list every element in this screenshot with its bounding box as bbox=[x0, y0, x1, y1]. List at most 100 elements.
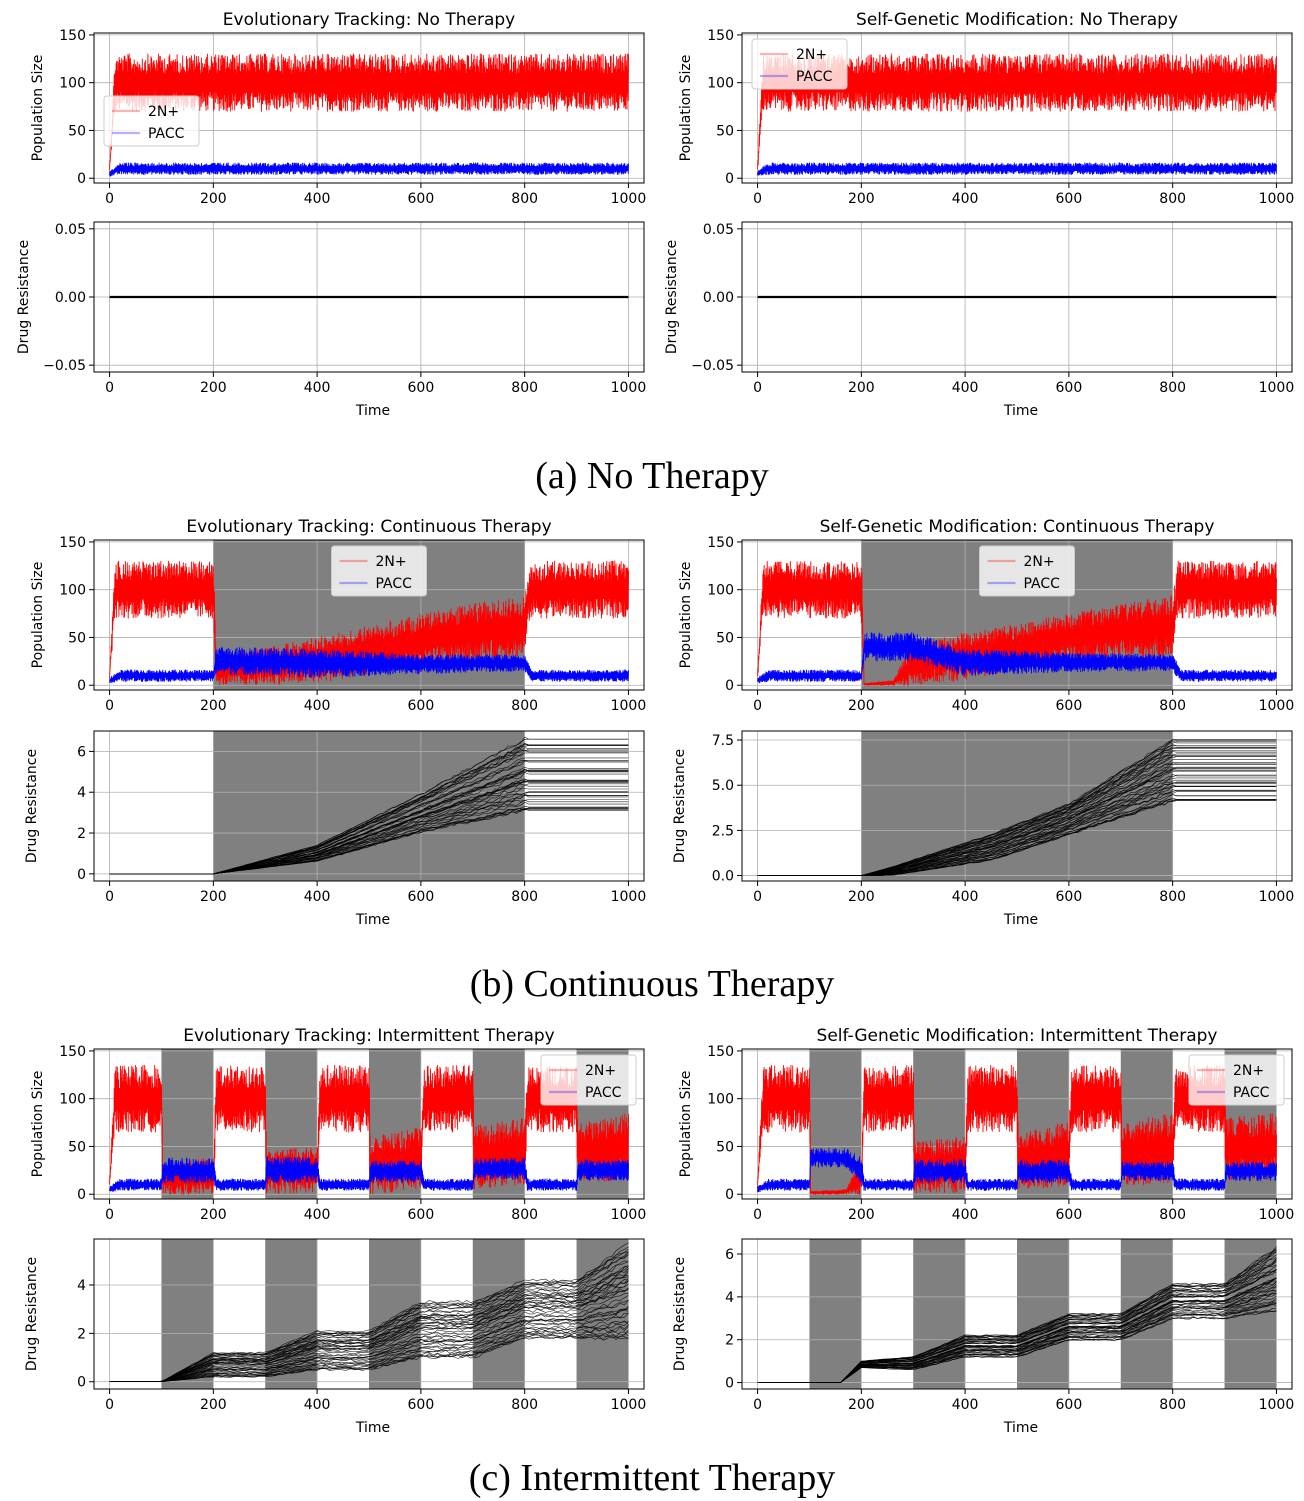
y-tick-label: 100 bbox=[59, 1092, 86, 1108]
axes-frame bbox=[93, 32, 645, 184]
y-tick-label: 0.05 bbox=[703, 222, 734, 238]
series-pacc-line bbox=[757, 162, 1277, 176]
y-tick-label: 2 bbox=[77, 1326, 86, 1342]
chart-b-left-pop: 0 200 400 600 800 1000 0 50 100 150 Evolutionary T… bbox=[30, 517, 646, 714]
chart-a-left-pop: 0 200 400 600 800 1000 0 50 100 150 Evolutionary T… bbox=[30, 10, 646, 207]
y-tick-label: 6 bbox=[77, 744, 86, 760]
x-tick-label: 400 bbox=[952, 380, 979, 396]
resistance-trajectory bbox=[109, 1331, 629, 1382]
resistance-trajectory bbox=[109, 1299, 629, 1382]
chart-a-right-res: 0 200 400 600 800 1000 −0.05 0.00 0.05 Drug Resis… bbox=[664, 221, 1294, 419]
x-tick-label: 400 bbox=[304, 1397, 331, 1413]
resistance-trajectory bbox=[109, 1283, 629, 1382]
chart-b-left-res: 0 200 400 600 800 1000 0 2 4 6 Drug Resistance Time bbox=[24, 730, 647, 928]
y-tick-label: 0.00 bbox=[703, 290, 734, 306]
y-tick-label: 0 bbox=[725, 678, 734, 694]
x-tick-label: 200 bbox=[200, 889, 227, 905]
x-tick-label: 200 bbox=[200, 1397, 227, 1413]
resistance-trajectory bbox=[109, 1307, 629, 1382]
y-tick-label: 50 bbox=[716, 630, 734, 646]
x-tick-label: 600 bbox=[408, 1397, 435, 1413]
resistance-lines bbox=[757, 1246, 1277, 1383]
plot-area bbox=[94, 1049, 644, 1199]
legend-label: 2N+ bbox=[148, 104, 179, 120]
x-tick-label: 800 bbox=[511, 191, 538, 207]
y-tick-label: 150 bbox=[59, 1044, 86, 1060]
x-tick-label: 400 bbox=[304, 1207, 331, 1223]
axes-frame bbox=[741, 539, 1293, 691]
y-tick-label: 0 bbox=[725, 1376, 734, 1392]
x-tick-label: 400 bbox=[952, 191, 979, 207]
y-tick-label: 0 bbox=[77, 171, 86, 187]
y-axis-label: Population Size bbox=[30, 562, 46, 669]
y-tick-label: 150 bbox=[59, 28, 86, 44]
resistance-trajectory bbox=[109, 738, 629, 875]
x-tick-label: 200 bbox=[848, 889, 875, 905]
x-tick-label: 0 bbox=[105, 889, 114, 905]
caption-b: (b) Continuous Therapy bbox=[470, 963, 834, 1005]
x-tick-label: 600 bbox=[408, 1207, 435, 1223]
chart-c-left-res: 0 200 400 600 800 1000 0 2 4 Drug Resistance Time bbox=[24, 1238, 646, 1436]
legend-box bbox=[103, 95, 200, 147]
resistance-lines bbox=[757, 739, 1277, 876]
resistance-trajectory bbox=[109, 1266, 629, 1382]
y-axis-label: Population Size bbox=[678, 562, 694, 669]
x-tick-label: 200 bbox=[848, 1397, 875, 1413]
y-tick-label: 0.05 bbox=[55, 222, 86, 238]
x-tick-label: 200 bbox=[200, 380, 227, 396]
series-pacc-line bbox=[109, 1155, 629, 1192]
axes-frame bbox=[93, 539, 645, 691]
chart-b-right-res: 0 200 400 600 800 1000 0.0 2.5 5.0 7.5 Drug Resist… bbox=[672, 730, 1294, 928]
x-tick-label: 1000 bbox=[611, 1207, 647, 1223]
x-tick-label: 800 bbox=[511, 1397, 538, 1413]
x-tick-label: 1000 bbox=[611, 698, 647, 714]
legend-label: PACC bbox=[376, 576, 413, 592]
x-tick-label: 800 bbox=[1159, 698, 1186, 714]
y-tick-label: 0 bbox=[77, 1375, 86, 1391]
resistance-trajectory bbox=[757, 1246, 1277, 1383]
x-tick-label: 600 bbox=[1056, 698, 1083, 714]
plot-area bbox=[94, 1239, 644, 1389]
x-tick-label: 800 bbox=[511, 889, 538, 905]
axes-frame bbox=[93, 1048, 645, 1200]
resistance-trajectory bbox=[109, 1276, 629, 1382]
x-tick-label: 200 bbox=[200, 191, 227, 207]
axes-frame bbox=[93, 221, 645, 373]
y-axis-label: Drug Resistance bbox=[672, 749, 688, 863]
legend-label: PACC bbox=[585, 1085, 622, 1101]
resistance-trajectory bbox=[109, 1293, 629, 1382]
x-tick-label: 600 bbox=[1056, 380, 1083, 396]
x-tick-label: 0 bbox=[753, 191, 762, 207]
y-tick-label: 0 bbox=[725, 1187, 734, 1203]
legend-label: 2N+ bbox=[1233, 1063, 1264, 1079]
x-tick-label: 0 bbox=[105, 698, 114, 714]
y-tick-label: 0 bbox=[77, 678, 86, 694]
resistance-trajectory bbox=[109, 1320, 629, 1382]
x-tick-label: 800 bbox=[511, 698, 538, 714]
chart-title: Self-Genetic Modification: No Therapy bbox=[856, 10, 1178, 30]
y-axis-label: Drug Resistance bbox=[672, 1257, 688, 1371]
y-tick-label: 7.5 bbox=[712, 733, 734, 749]
x-tick-label: 200 bbox=[200, 698, 227, 714]
x-tick-label: 0 bbox=[105, 1207, 114, 1223]
y-tick-label: 50 bbox=[68, 123, 86, 139]
y-tick-label: 2.5 bbox=[712, 823, 734, 839]
series-pacc-line bbox=[109, 162, 629, 177]
y-tick-label: 100 bbox=[59, 76, 86, 92]
x-tick-label: 400 bbox=[304, 380, 331, 396]
x-tick-label: 400 bbox=[952, 889, 979, 905]
axes-frame bbox=[93, 1238, 645, 1390]
series-pacc-line bbox=[109, 646, 629, 684]
chart-c-right-res: 0 200 400 600 800 1000 0 2 4 6 Drug Resistance Time bbox=[672, 1238, 1295, 1436]
y-tick-label: 50 bbox=[716, 1139, 734, 1155]
x-axis-label: Time bbox=[355, 1420, 390, 1436]
resistance-trajectory bbox=[109, 1242, 629, 1382]
x-tick-label: 0 bbox=[753, 889, 762, 905]
x-tick-label: 1000 bbox=[611, 889, 647, 905]
x-tick-label: 1000 bbox=[1259, 191, 1295, 207]
x-tick-label: 1000 bbox=[1259, 1397, 1295, 1413]
plot-area bbox=[742, 222, 1292, 372]
y-tick-label: 0.00 bbox=[55, 290, 86, 306]
x-tick-label: 200 bbox=[848, 191, 875, 207]
